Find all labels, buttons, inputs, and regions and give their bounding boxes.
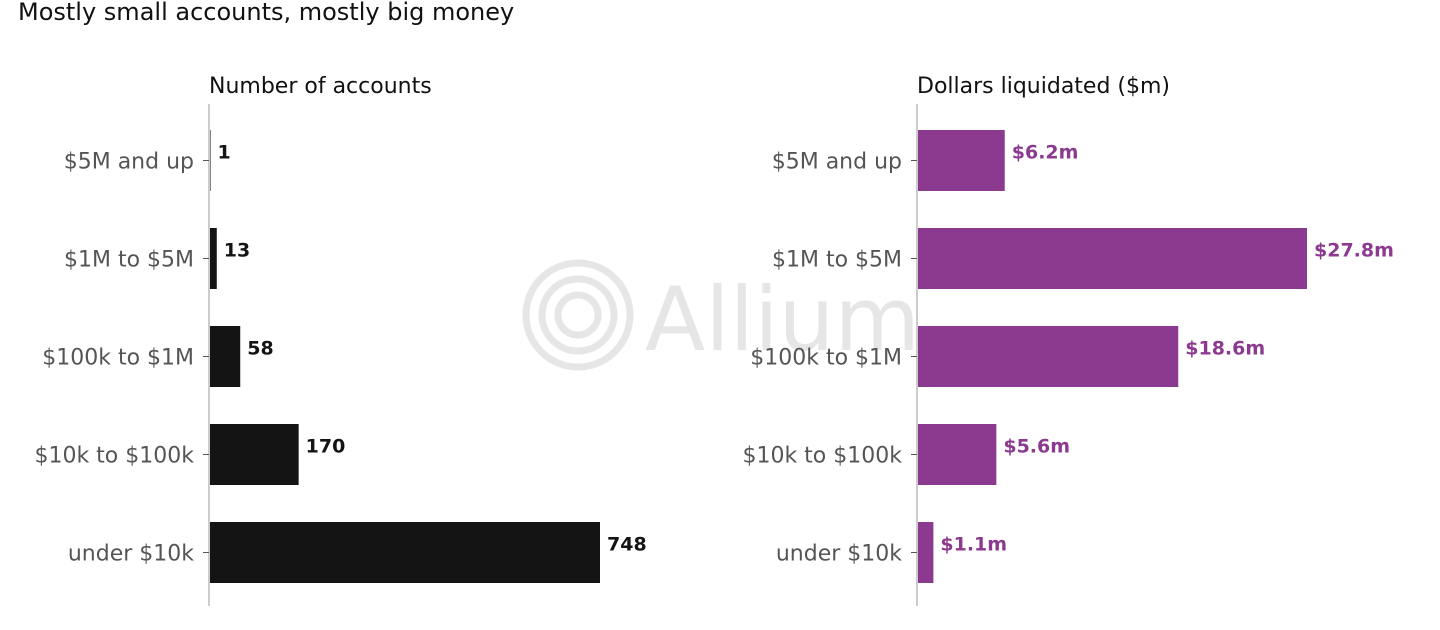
data-label: $1.1m: [940, 534, 1007, 556]
bar: [918, 130, 1005, 191]
data-label: $18.6m: [1185, 338, 1265, 360]
y-tick-label: $1M to $5M: [64, 248, 194, 273]
data-label: $27.8m: [1314, 240, 1394, 262]
bar: [210, 522, 600, 583]
data-label: $5.6m: [1003, 436, 1070, 458]
y-tick-label: $10k to $100k: [742, 444, 902, 469]
data-label: $6.2m: [1012, 142, 1079, 164]
bar: [210, 130, 211, 191]
data-label: 1: [218, 142, 231, 164]
data-label: 170: [306, 436, 346, 458]
bar: [918, 522, 934, 583]
y-tick-label: $5M and up: [772, 150, 902, 175]
bar: [210, 424, 299, 485]
y-tick-label: $100k to $1M: [42, 346, 194, 371]
panel-title-accounts: Number of accounts: [209, 74, 432, 99]
bar: [210, 326, 241, 387]
bar: [918, 424, 997, 485]
chart-title: Mostly small accounts, mostly big money: [18, 0, 514, 26]
y-tick-label: $10k to $100k: [34, 444, 194, 469]
y-tick-label: $5M and up: [64, 150, 194, 175]
panel-title-dollars: Dollars liquidated ($m): [917, 74, 1170, 99]
y-tick-label: $100k to $1M: [750, 346, 902, 371]
y-tick-label: under $10k: [68, 542, 194, 567]
bar: [918, 228, 1307, 289]
data-label: 748: [607, 534, 647, 556]
bar: [918, 326, 1179, 387]
bar: [210, 228, 217, 289]
y-tick-label: under $10k: [776, 542, 902, 567]
y-tick-label: $1M to $5M: [772, 248, 902, 273]
watermark-logo-icon: [522, 259, 634, 371]
data-label: 13: [224, 240, 250, 262]
watermark-text: Allium: [645, 268, 920, 371]
watermark: Allium: [522, 259, 920, 371]
data-label: 58: [247, 338, 273, 360]
panel-number-of-accounts: Number of accounts $5M and up 1 $1M to $5M…: [34, 74, 647, 606]
panel-dollars-liquidated: Dollars liquidated ($m) $5M and up $6.2m $…: [742, 74, 1394, 606]
